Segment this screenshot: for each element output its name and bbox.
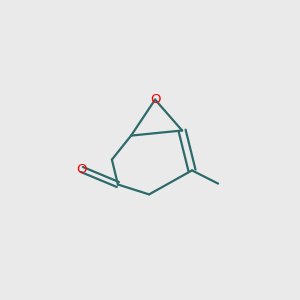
Text: O: O (77, 163, 87, 176)
Text: O: O (150, 93, 160, 106)
